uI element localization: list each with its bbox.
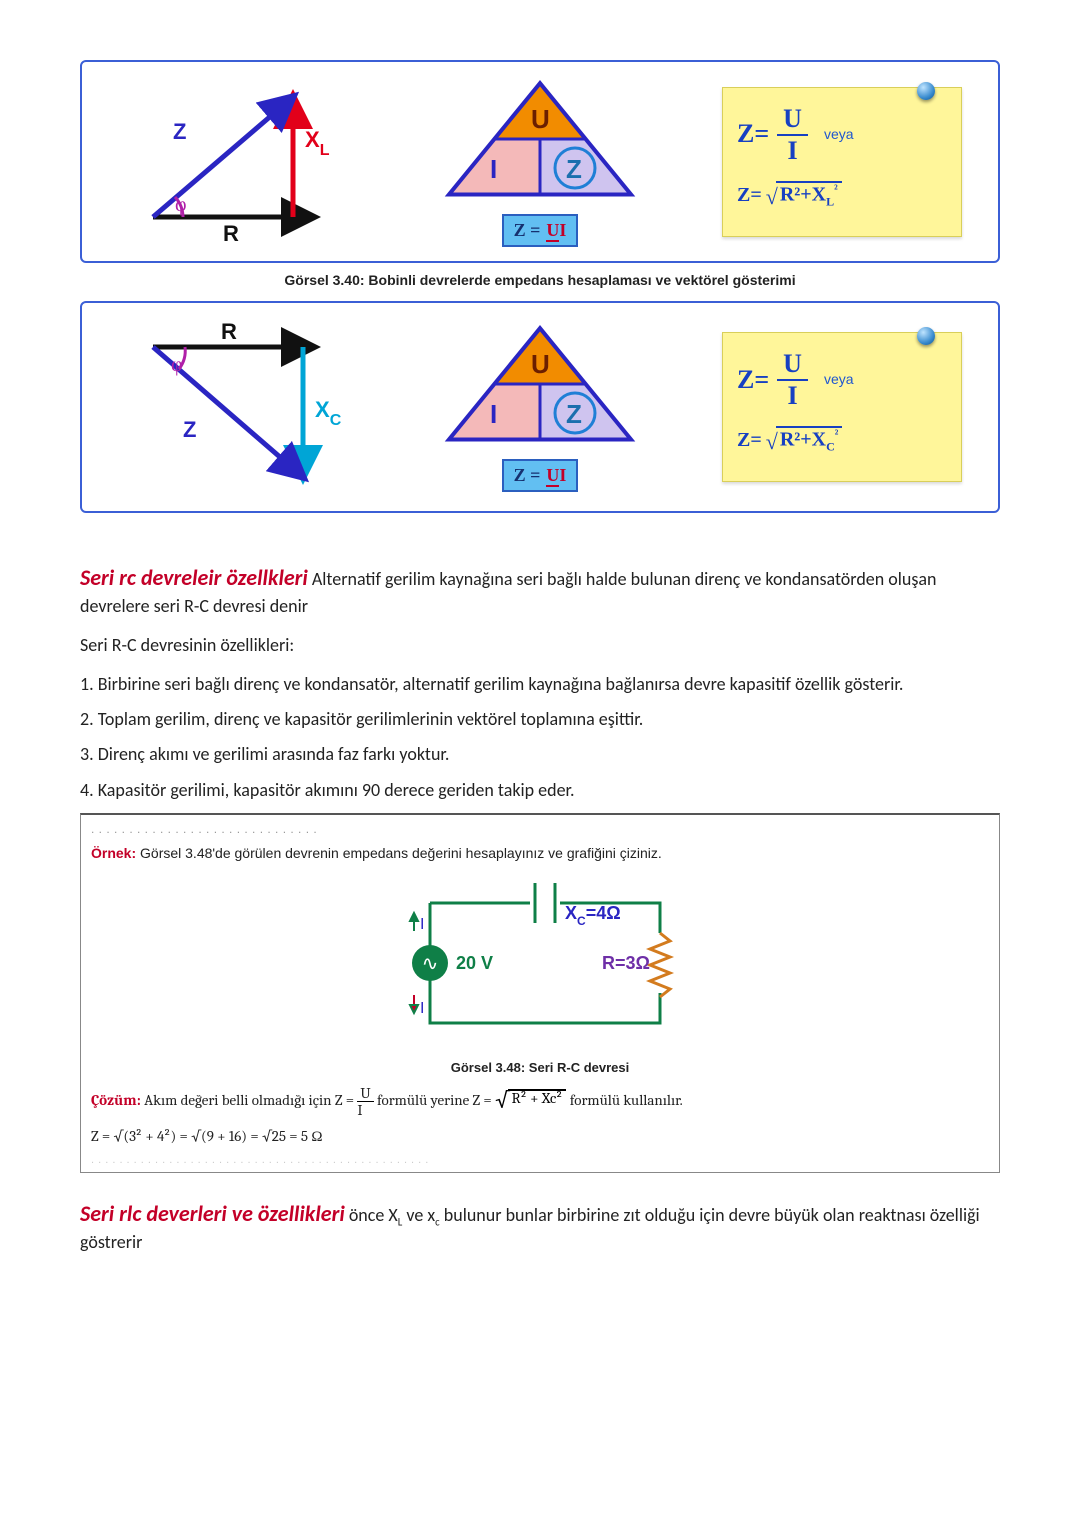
rc-z-label: Z [183,417,196,442]
rl-triangle-cell: U I Z Z = UI [398,76,682,247]
section-2-title: Seri rlc deverleri ve özellikleri [80,1200,345,1227]
rl-sticky-cell: Z= UI veya Z= √R²+XL² [700,87,984,237]
section-2: Seri rlc deverleri ve özellikleri önce X… [80,1199,1000,1255]
rc-vector-diagram: R XC Z φ [113,317,363,497]
fade-top: . . . . . . . . . . . . . . . . . . . . … [91,821,989,838]
tri-i-1: I [490,154,497,184]
rc-vector-cell: R XC Z φ [96,317,380,497]
feature-4: 4. Kapasitör gerilimi, kapasitör akımını… [80,778,1000,803]
feature-1: 1. Birbirine seri bağlı direnç ve kondan… [80,672,1000,697]
circ-v: 20 V [456,953,493,973]
feature-3: 3. Direnç akımı ve gerilimi arasında faz… [80,742,1000,767]
sticky-note-1: Z= UI veya Z= √R²+XL² [722,87,962,237]
caption-1: Görsel 3.40: Bobinli devrelerde empedans… [80,271,1000,291]
rl-panel: Z XL R φ U I Z Z = UI Z= UI veya [80,60,1000,263]
circuit-diagram: ∿ I I 20 V XC=4Ω R=3Ω [91,873,989,1053]
rl-xl-label: XL [305,127,330,159]
section-1: Seri rc devreleir özellkleri Alternatif … [80,563,1000,619]
features-heading: Seri R-C devresinin özellikleri: [80,633,1000,658]
rc-r-label: R [221,319,237,344]
sticky1-eq1: Z= UI veya [737,106,947,164]
tri-u-1: U [531,104,550,134]
rc-panel: R XC Z φ U I Z Z = UI Z= UI veya [80,301,1000,513]
zbox-1: Z = UI [502,214,579,247]
sticky1-eq2: Z= √R²+XL² [737,180,947,211]
solution-line-1: Çözüm: Akım değeri belli olmadığı için Z… [91,1083,989,1118]
rc-phi-label: φ [171,354,183,376]
rc-triangle: U I Z [435,321,645,451]
pin-icon [917,82,935,100]
zbox-2: Z = UI [502,459,579,492]
features-list: 1. Birbirine seri bağlı direnç ve kondan… [80,672,1000,803]
tri-z-1: Z [566,154,582,184]
rc-sticky-cell: Z= UI veya Z= √R²+XC² [700,332,984,482]
tri-u-2: U [531,349,550,379]
circ-r: R=3Ω [602,953,650,973]
section-1-title: Seri rc devreleir özellkleri [80,564,308,591]
rl-triangle: U I Z [435,76,645,206]
tri-z-2: Z [566,399,582,429]
sticky-note-2: Z= UI veya Z= √R²+XC² [722,332,962,482]
rc-triangle-cell: U I Z Z = UI [398,321,682,492]
tri-i-2: I [490,399,497,429]
circ-xc: XC=4Ω [565,903,621,928]
rc-xc-label: XC [315,397,342,429]
rl-vector-diagram: Z XL R φ [113,77,363,247]
rl-r-label: R [223,221,239,246]
circ-i-bot: I [420,1000,424,1017]
circ-i-top: I [420,916,424,933]
svg-text:∿: ∿ [422,953,439,975]
rl-z-label: Z [173,119,186,144]
example-box: . . . . . . . . . . . . . . . . . . . . … [80,813,1000,1173]
solution-line-2: Z = √(3² + 4²) = √(9 + 16) = √25 = 5 Ω [91,1126,989,1147]
sticky2-eq2: Z= √R²+XC² [737,425,947,456]
rl-vector-cell: Z XL R φ [96,77,380,247]
rl-phi-label: φ [175,194,187,216]
example-prompt: Örnek: Görsel 3.48'de görülen devrenin e… [91,844,989,864]
feature-2: 2. Toplam gerilim, direnç ve kapasitör g… [80,707,1000,732]
circuit-caption: Görsel 3.48: Seri R-C devresi [91,1059,989,1077]
fade-bot: . . . . . . . . . . . . . . . . . . . . … [91,1153,989,1168]
sticky2-eq1: Z= UI veya [737,351,947,409]
pin-icon [917,327,935,345]
